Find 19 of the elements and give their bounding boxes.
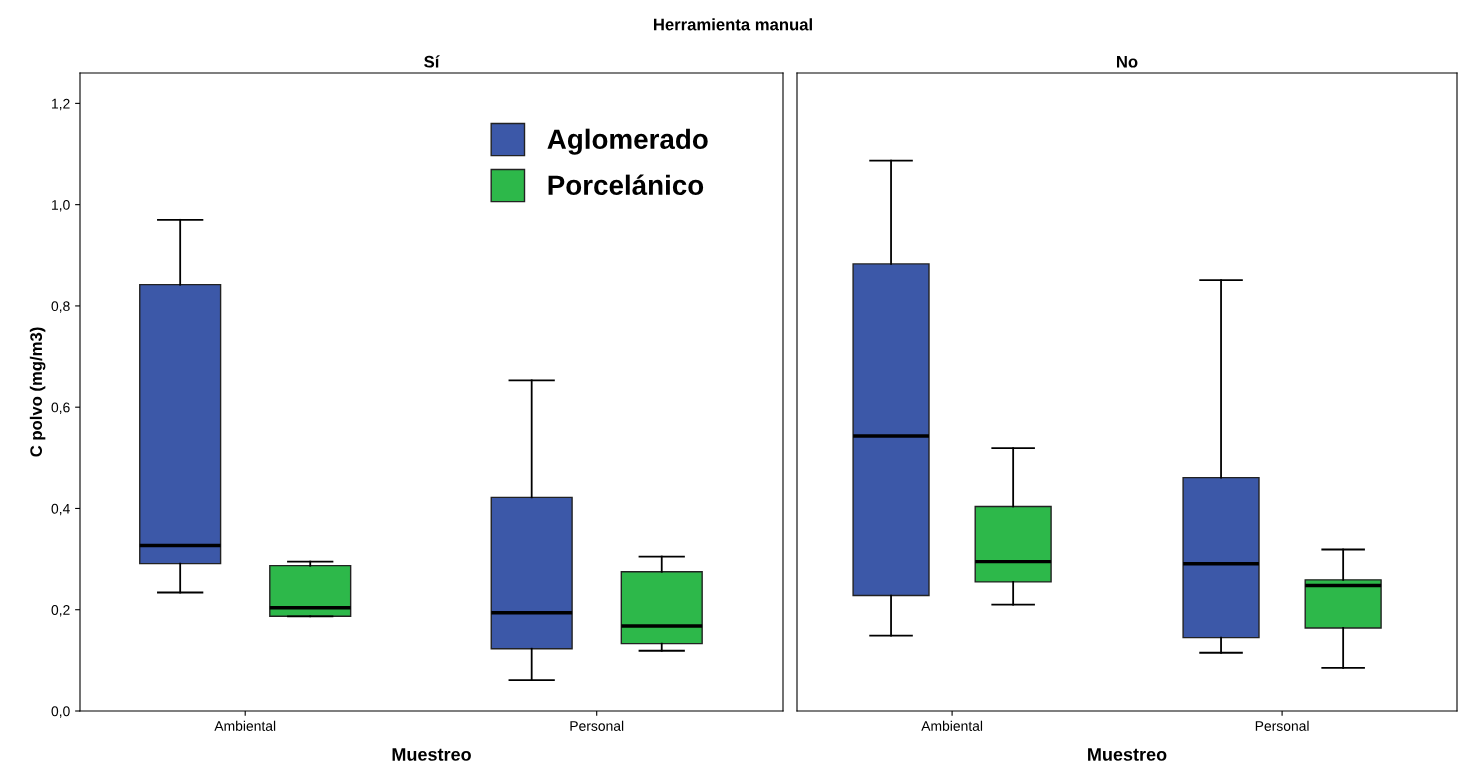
- x-tick-label: Personal: [570, 720, 624, 731]
- y-tick-label: 0,8: [51, 301, 70, 313]
- x-axis-title: Muestreo: [1088, 748, 1167, 761]
- y-tick-label: 0,4: [51, 503, 70, 516]
- y-tick-label: 0,0: [51, 706, 70, 718]
- legend-label: Aglomerado: [547, 128, 708, 155]
- y-axis-title: C polvo (mg/m3): [29, 327, 46, 457]
- chart-title: Sí: [424, 55, 440, 68]
- text: Herramienta manual: [653, 18, 812, 31]
- x-axis-title: Muestreo: [392, 748, 471, 761]
- y-tick-label: 0,2: [51, 605, 70, 617]
- y-tick-label: 0,6: [51, 402, 70, 414]
- y-tick-label: 1,0: [52, 199, 70, 212]
- legend-label: Porcelánico: [548, 174, 704, 196]
- x-tick-label: Ambiental: [214, 720, 276, 731]
- x-tick-label: Ambiental: [921, 720, 983, 731]
- x-tick-label: Personal: [1255, 720, 1309, 731]
- y-tick-label: 1,2: [52, 98, 70, 111]
- chart-title: No: [1117, 55, 1138, 68]
